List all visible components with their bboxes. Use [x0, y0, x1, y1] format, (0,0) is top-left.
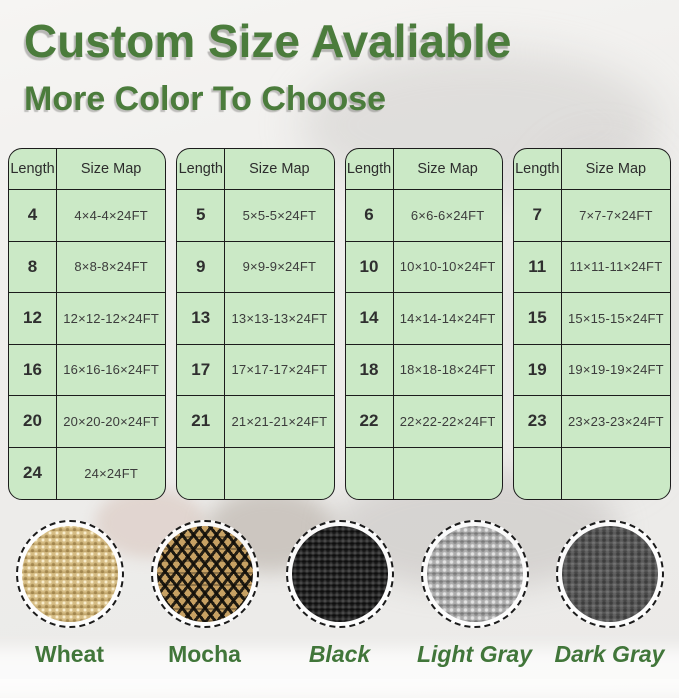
- size-map-column-header: Size Map: [225, 149, 334, 190]
- size-map-cell: 6×6-6×24FT: [393, 190, 502, 242]
- swatch-light-gray: Light Gray: [409, 520, 540, 668]
- size-table-3: Length Size Map 6 6×6-6×24FT 10 10×10-10×24FT…: [344, 148, 503, 500]
- size-map-cell: 18×18-18×24FT: [393, 345, 502, 396]
- size-map-cell: 7×7-7×24FT: [561, 190, 670, 242]
- length-column-header: Length: [513, 149, 562, 190]
- size-map-cell: 16×16-16×24FT: [57, 345, 166, 396]
- size-table-1: Length Size Map 4 4×4-4×24FT 8 8×8-8×24FT 12 12…: [8, 148, 167, 500]
- size-map-cell: 5×5-5×24FT: [225, 190, 334, 242]
- swatch-mocha: Mocha: [139, 520, 270, 668]
- mocha-swatch-ring: [150, 520, 259, 628]
- length-cell: 11: [513, 241, 562, 293]
- size-table-4: Length Size Map 7 7×7-7×24FT 11 11×11-11×24FT…: [512, 148, 671, 500]
- length-cell: 18: [345, 344, 394, 396]
- size-map-cell: 14×14-14×24FT: [393, 293, 502, 345]
- length-cell: 4: [9, 190, 57, 242]
- swatch-dark-gray: Dark Gray: [544, 520, 675, 668]
- size-map-cell: 19×19-19×24FT: [561, 345, 670, 396]
- size-map-cell: [394, 448, 502, 500]
- size-table-2: Length Size Map 5 5×5-5×24FT 9 9×9-9×24FT 13 13…: [176, 148, 335, 500]
- color-swatches: Wheat Mocha Black Light Gray Dark Gray: [0, 520, 679, 668]
- length-column-header: Length: [9, 149, 57, 190]
- swatch-label-light-gray: Light Gray: [416, 641, 532, 667]
- size-map-cell: 12×12-12×24FT: [57, 293, 166, 345]
- swatch-label-dark-gray: Dark Gray: [554, 641, 665, 667]
- size-map-cell: [562, 448, 670, 500]
- size-map-cell: 23×23-23×24FT: [561, 396, 670, 448]
- swatch-label-mocha: Mocha: [168, 641, 241, 667]
- black-fabric-image: [291, 526, 388, 622]
- size-map-cell: 20×20-20×24FT: [57, 396, 166, 448]
- length-cell: 23: [513, 396, 562, 448]
- length-cell: 12: [9, 293, 57, 345]
- size-map-cell: 13×13-13×24FT: [225, 293, 334, 345]
- length-cell: 16: [9, 344, 57, 396]
- size-map-cell: 9×9-9×24FT: [225, 242, 334, 293]
- mocha-fabric-image: [156, 526, 253, 622]
- length-cell: 14: [345, 293, 394, 345]
- size-map-cell: 24×24FT: [84, 465, 139, 481]
- length-cell: [177, 447, 226, 499]
- length-cell: 6: [345, 190, 394, 242]
- wheat-fabric-image: [21, 526, 118, 622]
- length-cell: [514, 447, 562, 499]
- size-map-cell: 10×10-10×24FT: [393, 242, 502, 293]
- light-gray-swatch-ring: [420, 520, 529, 628]
- length-cell: 9: [177, 241, 226, 293]
- dark-gray-swatch-ring: [555, 520, 664, 628]
- swatch-label-wheat: Wheat: [35, 641, 104, 667]
- length-cell: 8: [9, 241, 57, 293]
- size-map-cell: 15×15-15×24FT: [561, 293, 670, 345]
- size-map-cell: [225, 448, 333, 500]
- size-map-cell: 4×4-4×24FT: [57, 190, 166, 242]
- swatch-label-black: Black: [308, 641, 371, 667]
- black-swatch-ring: [285, 520, 394, 628]
- length-cell: 20: [9, 396, 57, 448]
- size-tables: Length Size Map 4 4×4-4×24FT 8 8×8-8×24FT 12 12…: [0, 148, 679, 500]
- dark-gray-fabric-image: [561, 526, 658, 622]
- length-cell: 13: [177, 293, 226, 345]
- length-cell: 7: [513, 190, 562, 242]
- length-column-header: Length: [177, 149, 226, 190]
- size-map-cell: 22×22-22×24FT: [393, 396, 502, 448]
- size-map-column-header: Size Map: [561, 149, 670, 190]
- length-cell: 17: [177, 344, 226, 396]
- wheat-swatch-ring: [15, 520, 124, 628]
- length-cell: 10: [345, 241, 394, 293]
- page-subtitle: More Color To Choose: [24, 80, 387, 118]
- swatch-black: Black: [274, 520, 405, 668]
- size-map-cell: 8×8-8×24FT: [57, 242, 166, 293]
- length-cell: 24: [9, 447, 57, 499]
- light-gray-fabric-image: [426, 526, 523, 622]
- size-map-cell: 17×17-17×24FT: [225, 345, 334, 396]
- length-cell: 5: [177, 190, 226, 242]
- swatch-wheat: Wheat: [4, 520, 135, 668]
- length-cell: [346, 447, 394, 499]
- length-cell: 19: [513, 344, 562, 396]
- length-cell: 21: [177, 396, 226, 448]
- page-title: Custom Size Avaliable: [24, 15, 512, 67]
- size-map-column-header: Size Map: [57, 149, 166, 190]
- size-map-cell: 11×11-11×24FT: [561, 242, 670, 293]
- length-column-header: Length: [345, 149, 394, 190]
- size-map-column-header: Size Map: [393, 149, 502, 190]
- length-cell: 15: [513, 293, 562, 345]
- size-map-cell: 21×21-21×24FT: [225, 396, 334, 448]
- length-cell: 22: [345, 396, 394, 448]
